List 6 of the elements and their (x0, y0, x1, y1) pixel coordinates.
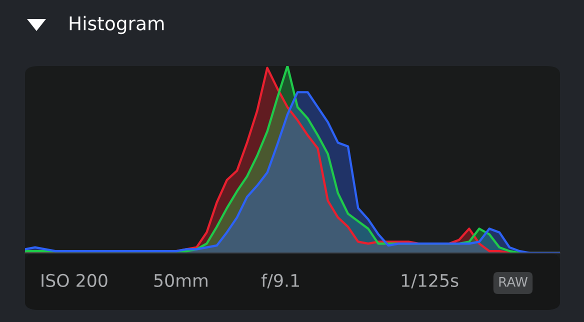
text: f/9.1 (261, 274, 299, 288)
text: 1/125s (402, 274, 458, 288)
text: RAW (499, 277, 528, 287)
text: 50mm (154, 274, 208, 288)
text: ISO 200 (42, 274, 108, 288)
chart-title: Histogram (70, 16, 164, 34)
